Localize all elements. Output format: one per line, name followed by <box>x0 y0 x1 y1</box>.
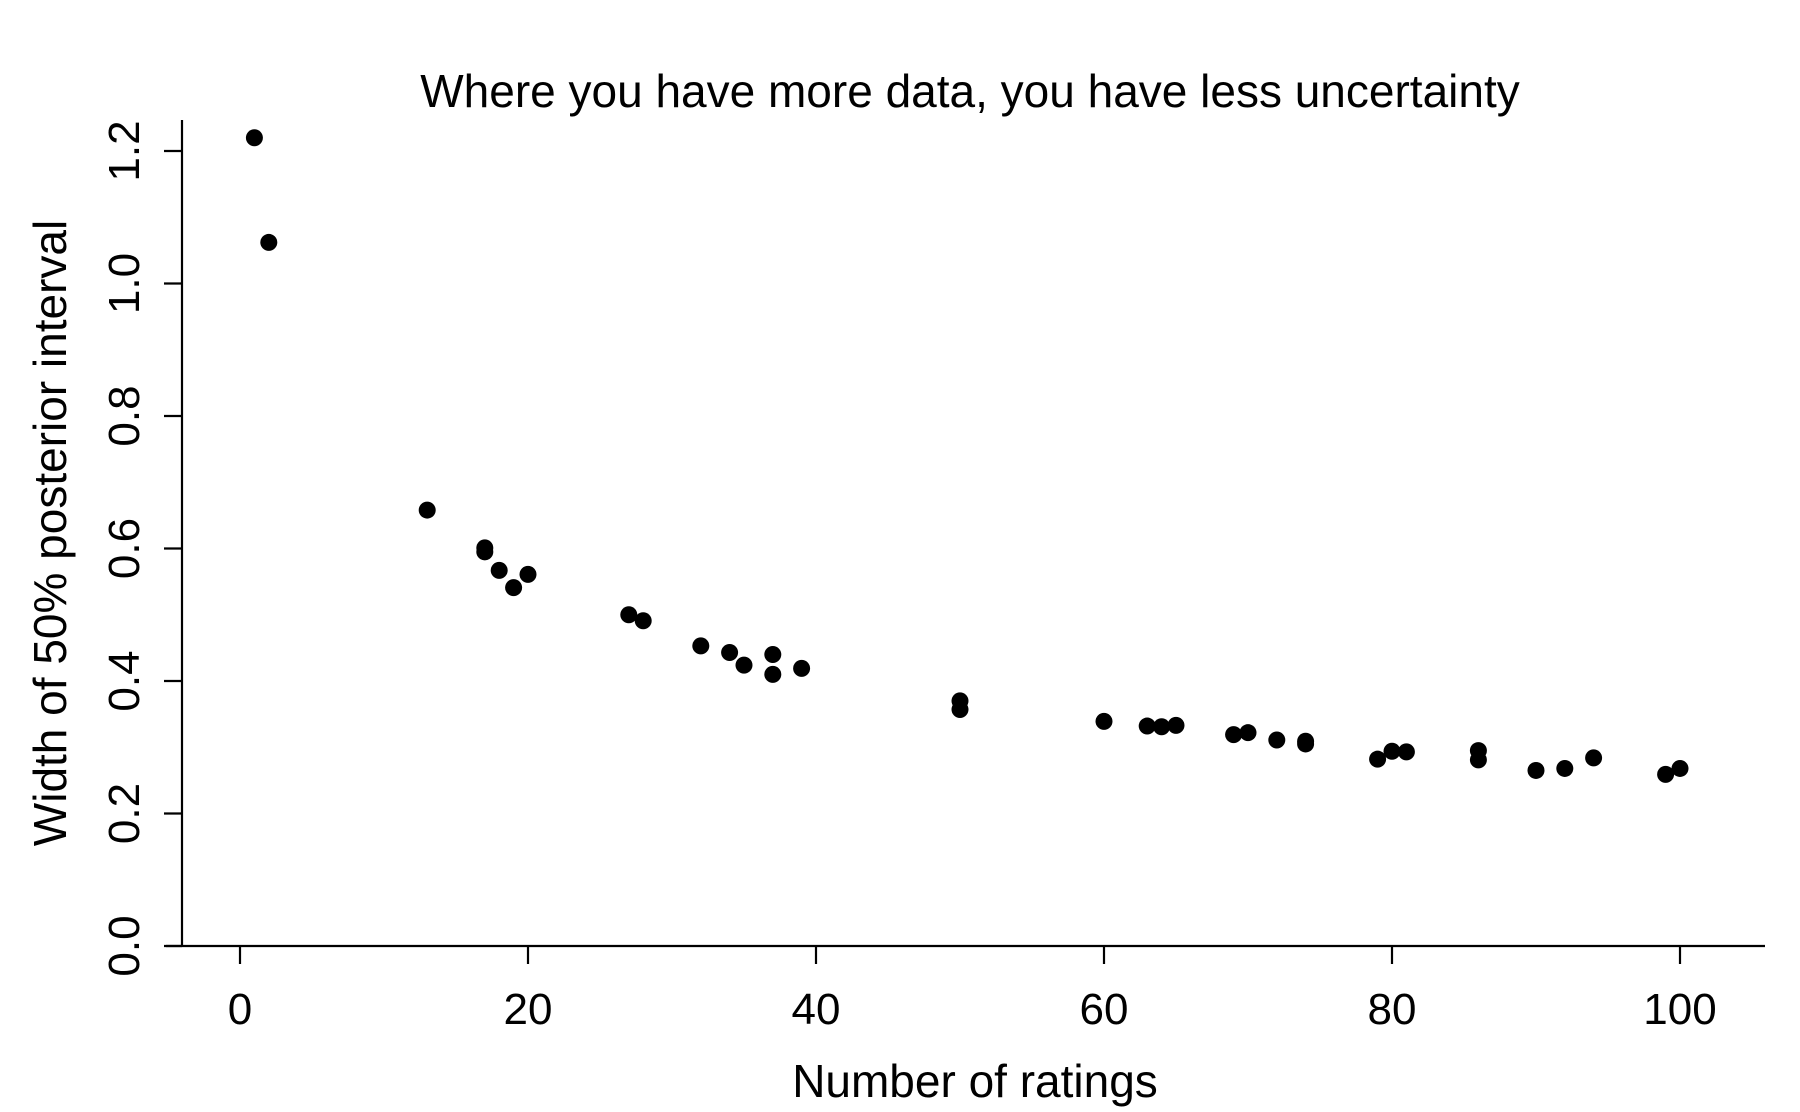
x-tick-label: 40 <box>792 985 841 1034</box>
y-tick-label: 0.6 <box>100 518 149 579</box>
y-tick-label: 0.2 <box>100 783 149 844</box>
x-tick-label: 0 <box>228 985 252 1034</box>
data-point <box>1095 712 1113 730</box>
x-tick-label: 100 <box>1643 985 1716 1034</box>
y-tick-label: 1.2 <box>100 120 149 181</box>
data-point <box>620 606 638 624</box>
x-axis-ticks: 0 20 40 60 80 100 <box>228 946 1717 1034</box>
data-point <box>1225 726 1243 744</box>
x-tick-label: 80 <box>1368 985 1417 1034</box>
data-point <box>951 700 969 718</box>
data-point <box>476 543 494 561</box>
data-point <box>1469 751 1487 769</box>
x-tick-label: 20 <box>504 985 553 1034</box>
data-point <box>1397 743 1415 761</box>
y-axis-ticks: 0.0 0.2 0.4 0.6 0.8 1.0 1.2 <box>100 120 182 977</box>
data-point <box>1527 761 1545 779</box>
data-point <box>721 644 739 662</box>
data-point <box>1167 716 1185 734</box>
y-tick-label: 0.0 <box>100 915 149 976</box>
data-point <box>634 612 652 630</box>
data-point <box>519 565 537 583</box>
data-point <box>260 233 278 251</box>
y-tick-label: 1.0 <box>100 253 149 314</box>
data-point <box>1138 717 1156 735</box>
data-point <box>692 637 710 655</box>
data-point <box>764 665 782 683</box>
x-axis-title: Number of ratings <box>792 1055 1158 1107</box>
data-point <box>1369 750 1387 768</box>
data-point <box>418 501 436 519</box>
y-tick-label: 0.4 <box>100 650 149 711</box>
data-point <box>1268 731 1286 749</box>
data-point <box>1383 742 1401 760</box>
data-point <box>1556 759 1574 777</box>
data-point <box>793 659 811 677</box>
data-points <box>245 129 1689 783</box>
data-point <box>1239 724 1257 742</box>
data-point <box>1657 765 1675 783</box>
y-axis-title: Width of 50% posterior interval <box>24 220 76 846</box>
data-point <box>245 129 263 147</box>
data-point <box>1297 735 1315 753</box>
data-point <box>1671 759 1689 777</box>
data-point <box>1153 718 1171 736</box>
data-point <box>505 579 523 597</box>
data-point <box>735 656 753 674</box>
chart-title: Where you have more data, you have less … <box>420 65 1520 117</box>
data-point <box>490 561 508 579</box>
x-tick-label: 60 <box>1080 985 1129 1034</box>
y-tick-label: 0.8 <box>100 385 149 446</box>
data-point <box>764 646 782 663</box>
data-point <box>1585 749 1603 767</box>
